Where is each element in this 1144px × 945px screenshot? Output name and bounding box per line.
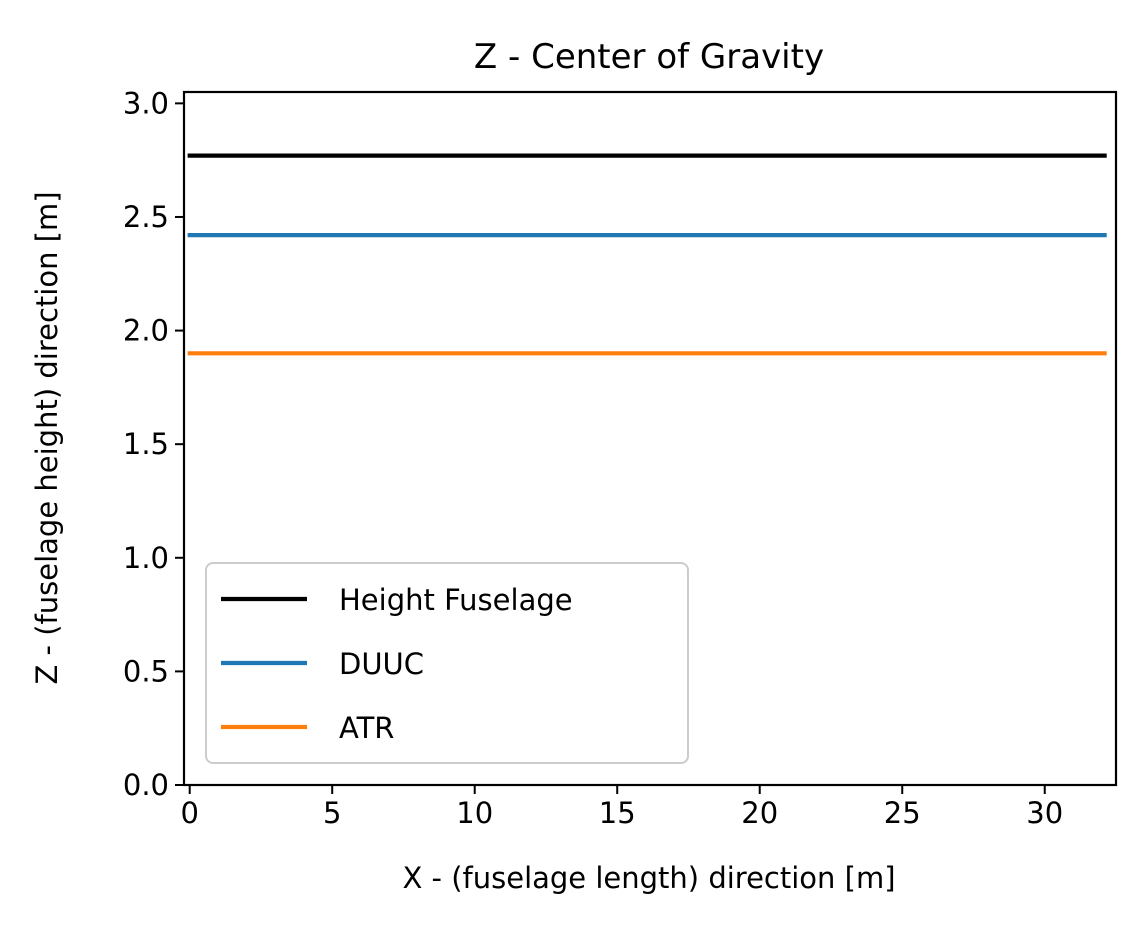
- legend-label-1: DUUC: [339, 647, 424, 681]
- y-tick-label: 2.5: [123, 200, 169, 234]
- x-axis-label: X - (fuselage length) direction [m]: [402, 861, 895, 895]
- legend-label-0: Height Fuselage: [339, 583, 573, 617]
- series-layer: [187, 153, 1107, 356]
- legend-label-2: ATR: [339, 711, 394, 745]
- y-tick-label: 0.0: [123, 768, 169, 802]
- chart-title: Z - Center of Gravity: [474, 37, 824, 77]
- y-axis-label: Z - (fuselage height) direction [m]: [30, 191, 64, 684]
- x-tick-label: 30: [1026, 796, 1063, 830]
- legend: Height Fuselage DUUC ATR: [205, 562, 689, 764]
- x-ticks: 0 5 10 15 20 25 30: [180, 785, 1063, 830]
- x-tick-label: 10: [456, 796, 493, 830]
- legend-items: Height Fuselage DUUC ATR: [221, 583, 573, 745]
- x-tick-label: 0: [180, 796, 198, 830]
- y-ticks: 0.0 0.5 1.0 1.5 2.0 2.5 3.0: [123, 86, 184, 802]
- x-tick-label: 5: [323, 796, 341, 830]
- x-tick-label: 15: [599, 796, 636, 830]
- y-tick-label: 0.5: [123, 654, 169, 688]
- y-tick-label: 1.0: [123, 541, 169, 575]
- y-tick-label: 1.5: [123, 427, 169, 461]
- x-tick-label: 25: [884, 796, 921, 830]
- y-tick-label: 3.0: [123, 86, 169, 120]
- legend-box: [205, 562, 689, 764]
- plot-frame: [182, 90, 1118, 787]
- x-tick-label: 20: [741, 796, 778, 830]
- y-tick-label: 2.0: [123, 314, 169, 348]
